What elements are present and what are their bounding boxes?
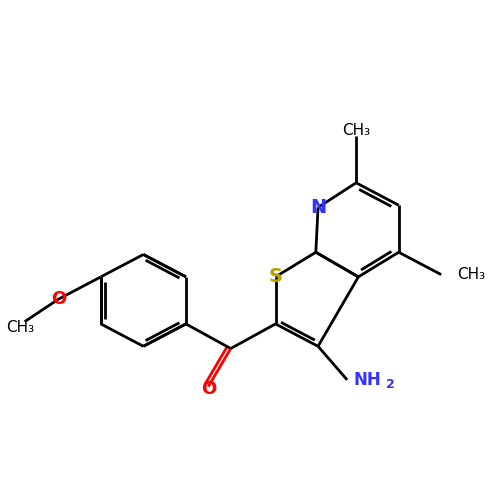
- Text: NH: NH: [354, 371, 382, 389]
- Text: O: O: [200, 380, 216, 398]
- Text: CH₃: CH₃: [457, 267, 485, 282]
- Text: S: S: [268, 268, 282, 286]
- Text: CH₃: CH₃: [342, 123, 370, 138]
- Text: O: O: [50, 290, 66, 308]
- Text: CH₃: CH₃: [6, 320, 34, 334]
- Text: 2: 2: [386, 378, 394, 391]
- Text: N: N: [310, 198, 326, 217]
